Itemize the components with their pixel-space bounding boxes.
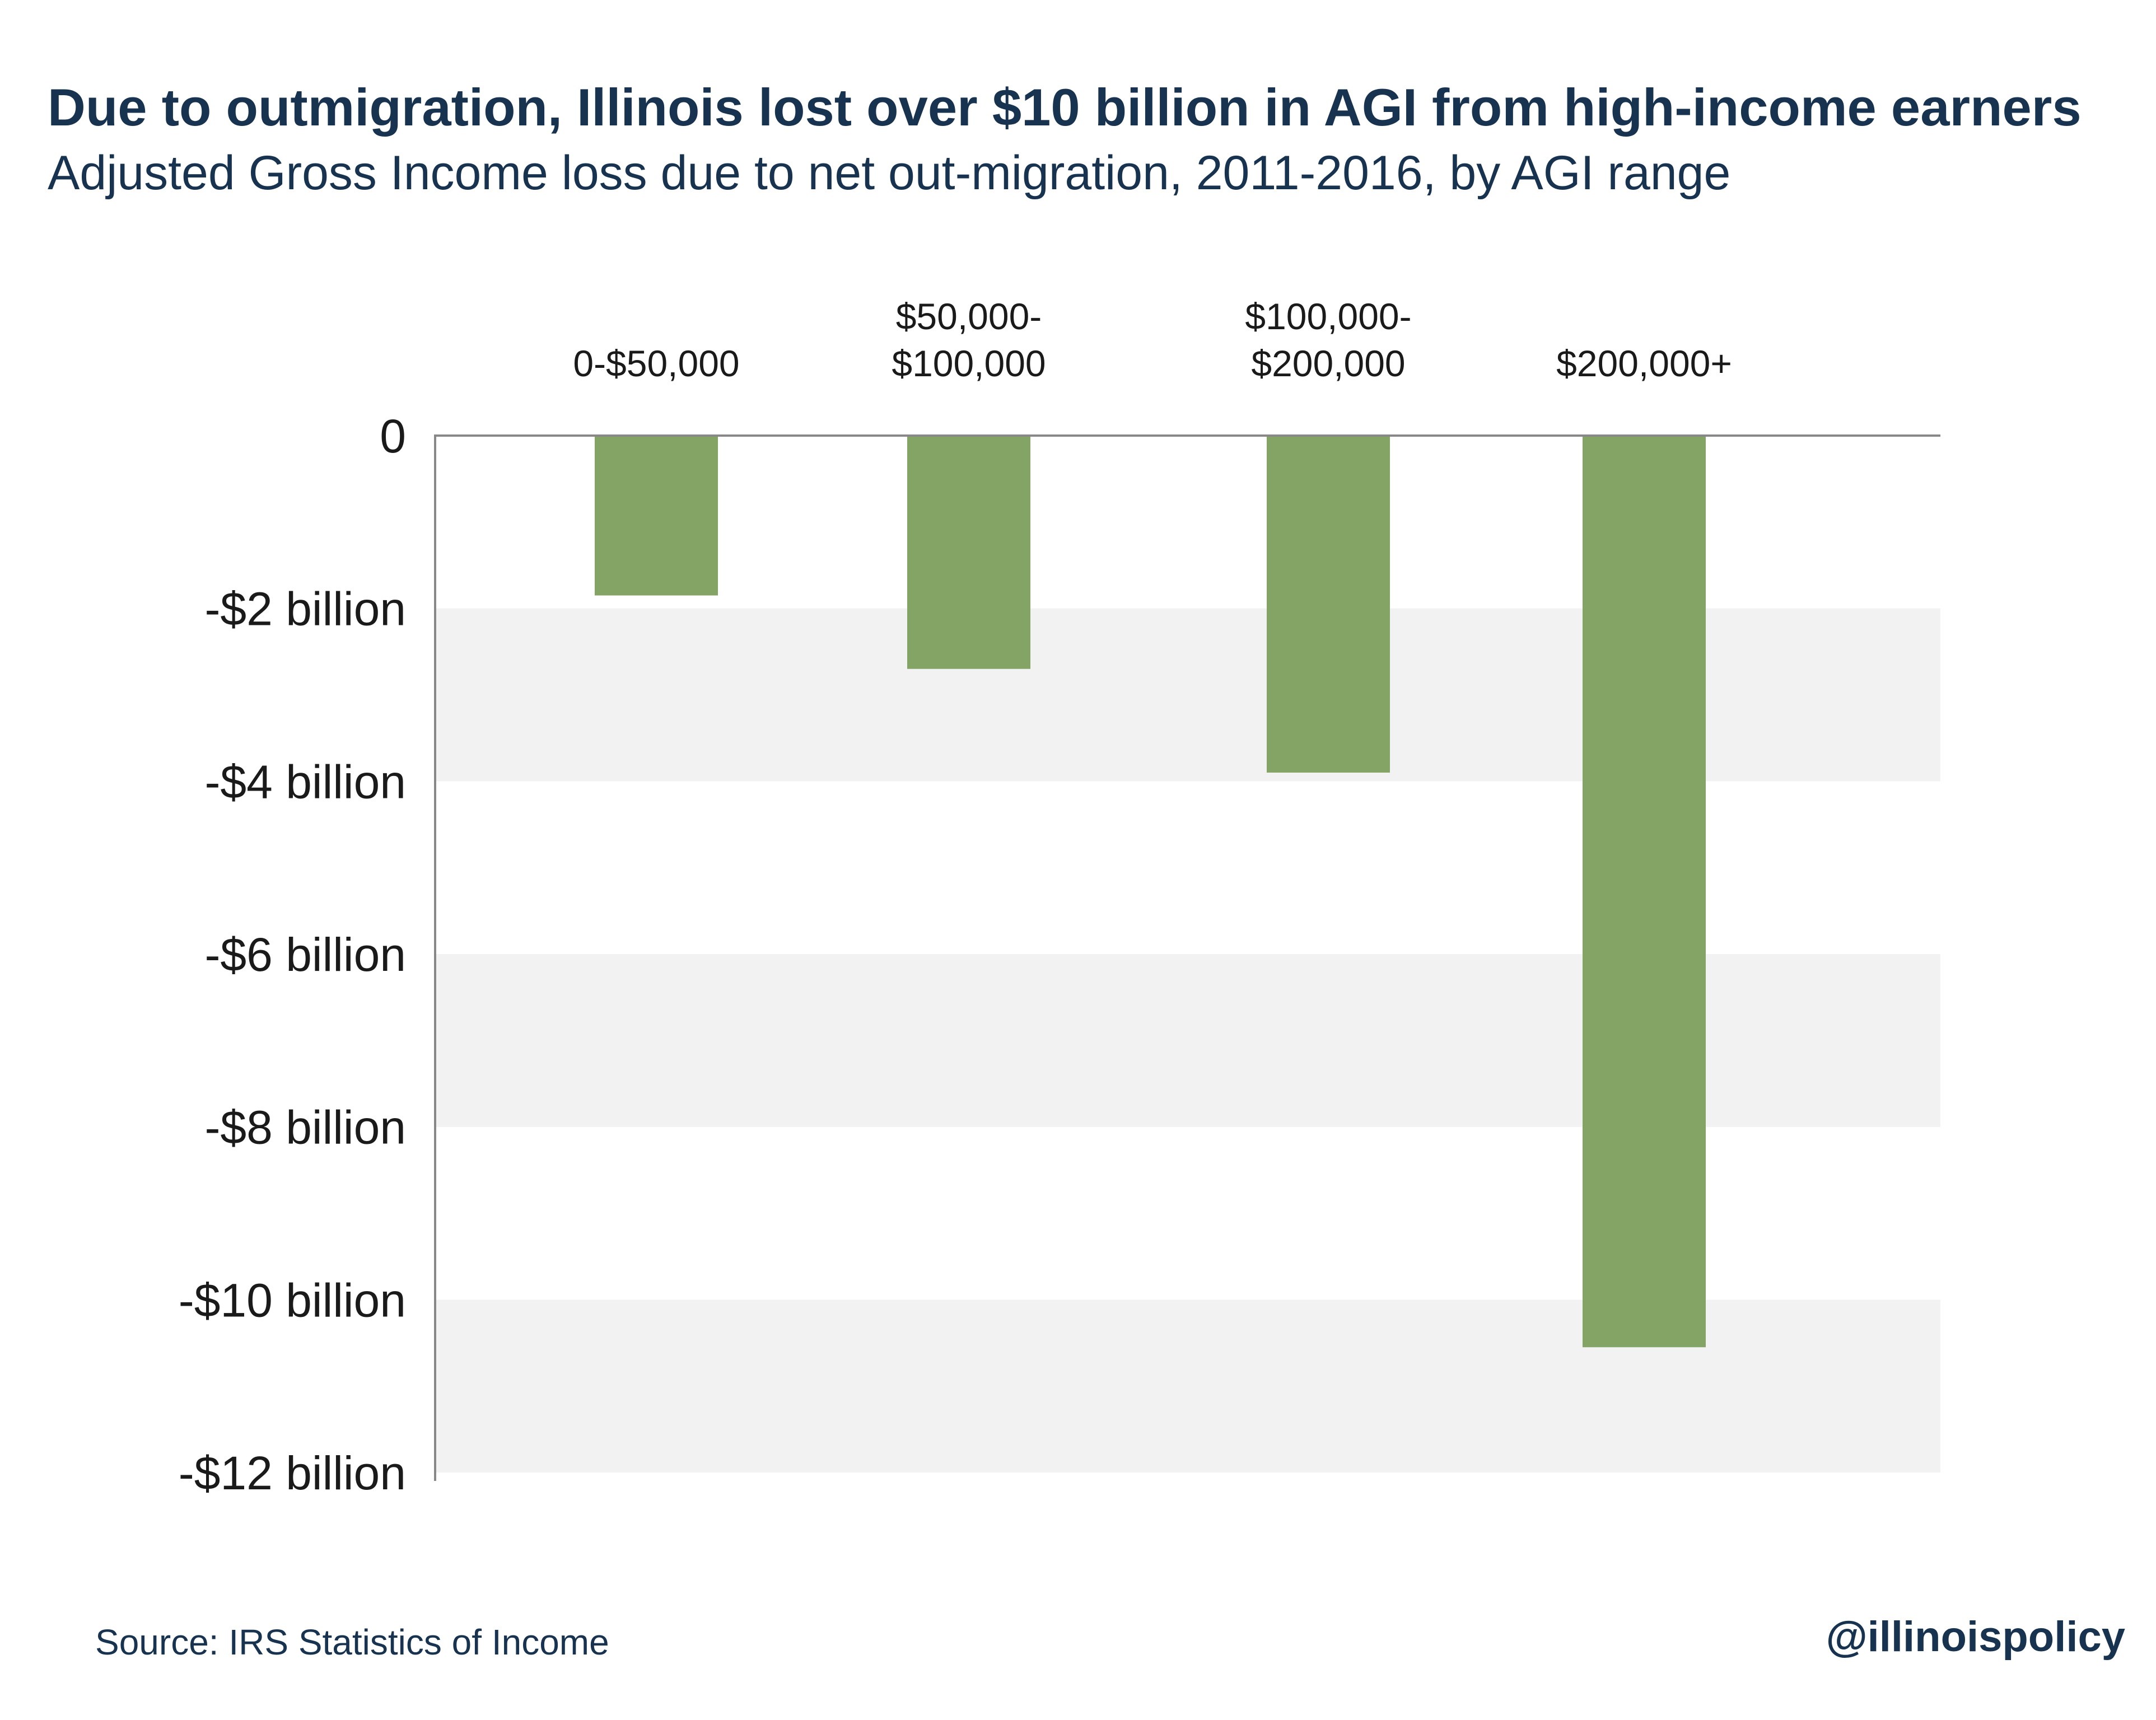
- category-label-4: $200,000+: [1556, 343, 1732, 384]
- chart-title: Due to outmigration, Illinois lost over …: [48, 78, 2082, 137]
- category-label-line: $100,000-: [1245, 296, 1411, 337]
- y-tick-label-2: -$4 billion: [204, 755, 406, 808]
- bar-3: [1267, 436, 1390, 773]
- y-tick-label-6: -$12 billion: [179, 1447, 406, 1499]
- y-tick-label-1: -$2 billion: [204, 583, 406, 635]
- y-tick-label-3: -$6 billion: [204, 928, 406, 981]
- bar-4: [1583, 436, 1706, 1348]
- bars: [595, 436, 1706, 1348]
- category-label-line: $200,000+: [1556, 343, 1732, 384]
- category-label-2: $50,000- $100,000: [892, 296, 1046, 384]
- category-label-3: $100,000- $200,000: [1245, 296, 1411, 384]
- category-label-1: 0-$50,000: [573, 343, 739, 384]
- chart-subtitle: Adjusted Gross Income loss due to net ou…: [48, 146, 1731, 200]
- source-note: Source: IRS Statistics of Income: [95, 1622, 609, 1662]
- grid-bands: [435, 608, 1940, 1473]
- bar-1: [595, 436, 718, 596]
- y-tick-label-5: -$10 billion: [179, 1274, 406, 1326]
- axes: [434, 434, 1940, 1481]
- category-label-line: $50,000-: [896, 296, 1042, 337]
- grid-band-6: [435, 1300, 1940, 1473]
- y-tick-label-0: 0: [380, 410, 406, 462]
- category-label-line: 0-$50,000: [573, 343, 739, 384]
- grid-band-2: [435, 608, 1940, 782]
- social-handle: @illinoispolicy: [1826, 1613, 2125, 1661]
- bar-2: [907, 436, 1030, 669]
- y-tick-labels: 0 -$2 billion -$4 billion -$6 billion -$8 bi…: [179, 410, 406, 1499]
- grid-band-4: [435, 954, 1940, 1127]
- category-label-line: $200,000: [1251, 343, 1405, 384]
- y-tick-label-4: -$8 billion: [204, 1101, 406, 1154]
- category-label-line: $100,000: [892, 343, 1046, 384]
- category-labels: 0-$50,000 $50,000- $100,000 $100,000- $200,0…: [573, 296, 1732, 384]
